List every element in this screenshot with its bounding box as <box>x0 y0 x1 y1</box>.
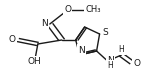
Text: OH: OH <box>28 57 42 66</box>
Text: H: H <box>107 61 113 70</box>
Text: S: S <box>102 28 108 37</box>
Text: N: N <box>41 20 48 29</box>
Text: O: O <box>9 36 16 45</box>
Text: H: H <box>119 45 124 54</box>
Text: CH₃: CH₃ <box>85 5 101 15</box>
Text: N: N <box>78 46 84 55</box>
Text: O: O <box>64 5 71 15</box>
Text: O: O <box>133 58 140 67</box>
Text: N: N <box>107 56 114 65</box>
